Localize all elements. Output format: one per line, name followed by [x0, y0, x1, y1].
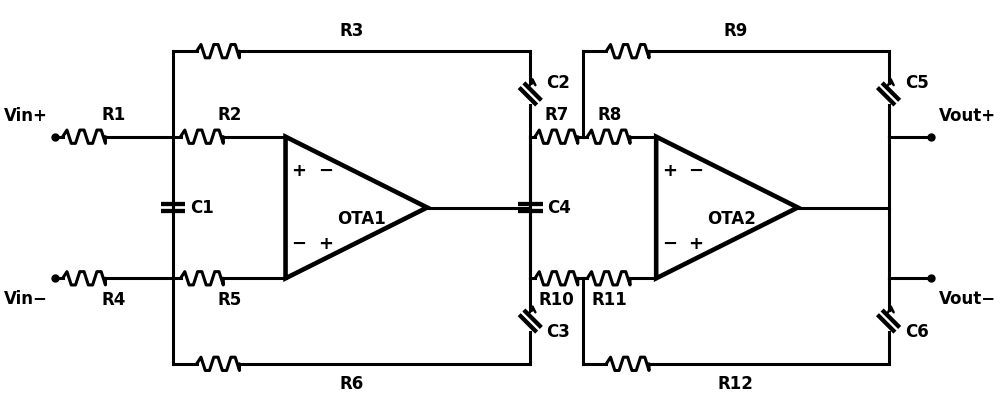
Text: +: + — [291, 162, 306, 180]
Text: R1: R1 — [102, 106, 126, 124]
Text: R3: R3 — [339, 22, 364, 40]
Text: Vout+: Vout+ — [939, 107, 996, 125]
Text: Vout−: Vout− — [939, 290, 996, 308]
Text: +: + — [662, 162, 677, 180]
Text: OTA1: OTA1 — [337, 210, 385, 228]
Text: C5: C5 — [905, 73, 928, 92]
Text: −: − — [318, 162, 333, 180]
Text: +: + — [689, 235, 704, 253]
Text: Vin−: Vin− — [4, 290, 47, 308]
Text: C4: C4 — [547, 198, 571, 217]
Text: −: − — [662, 235, 677, 253]
Text: Vin+: Vin+ — [4, 107, 47, 125]
Text: R5: R5 — [217, 290, 241, 309]
Text: C6: C6 — [905, 323, 928, 342]
Text: R4: R4 — [102, 290, 126, 309]
Text: R6: R6 — [339, 375, 364, 393]
Text: R2: R2 — [217, 106, 241, 124]
Text: OTA2: OTA2 — [707, 210, 756, 228]
Text: R10: R10 — [539, 290, 575, 309]
Text: R9: R9 — [723, 22, 748, 40]
Text: −: − — [689, 162, 704, 180]
Text: C2: C2 — [546, 73, 570, 92]
Text: R12: R12 — [718, 375, 753, 393]
Text: R11: R11 — [591, 290, 627, 309]
Text: R8: R8 — [597, 106, 621, 124]
Text: +: + — [318, 235, 333, 253]
Text: −: − — [291, 235, 306, 253]
Text: R7: R7 — [545, 106, 569, 124]
Text: C1: C1 — [190, 198, 214, 217]
Text: C3: C3 — [546, 323, 570, 342]
